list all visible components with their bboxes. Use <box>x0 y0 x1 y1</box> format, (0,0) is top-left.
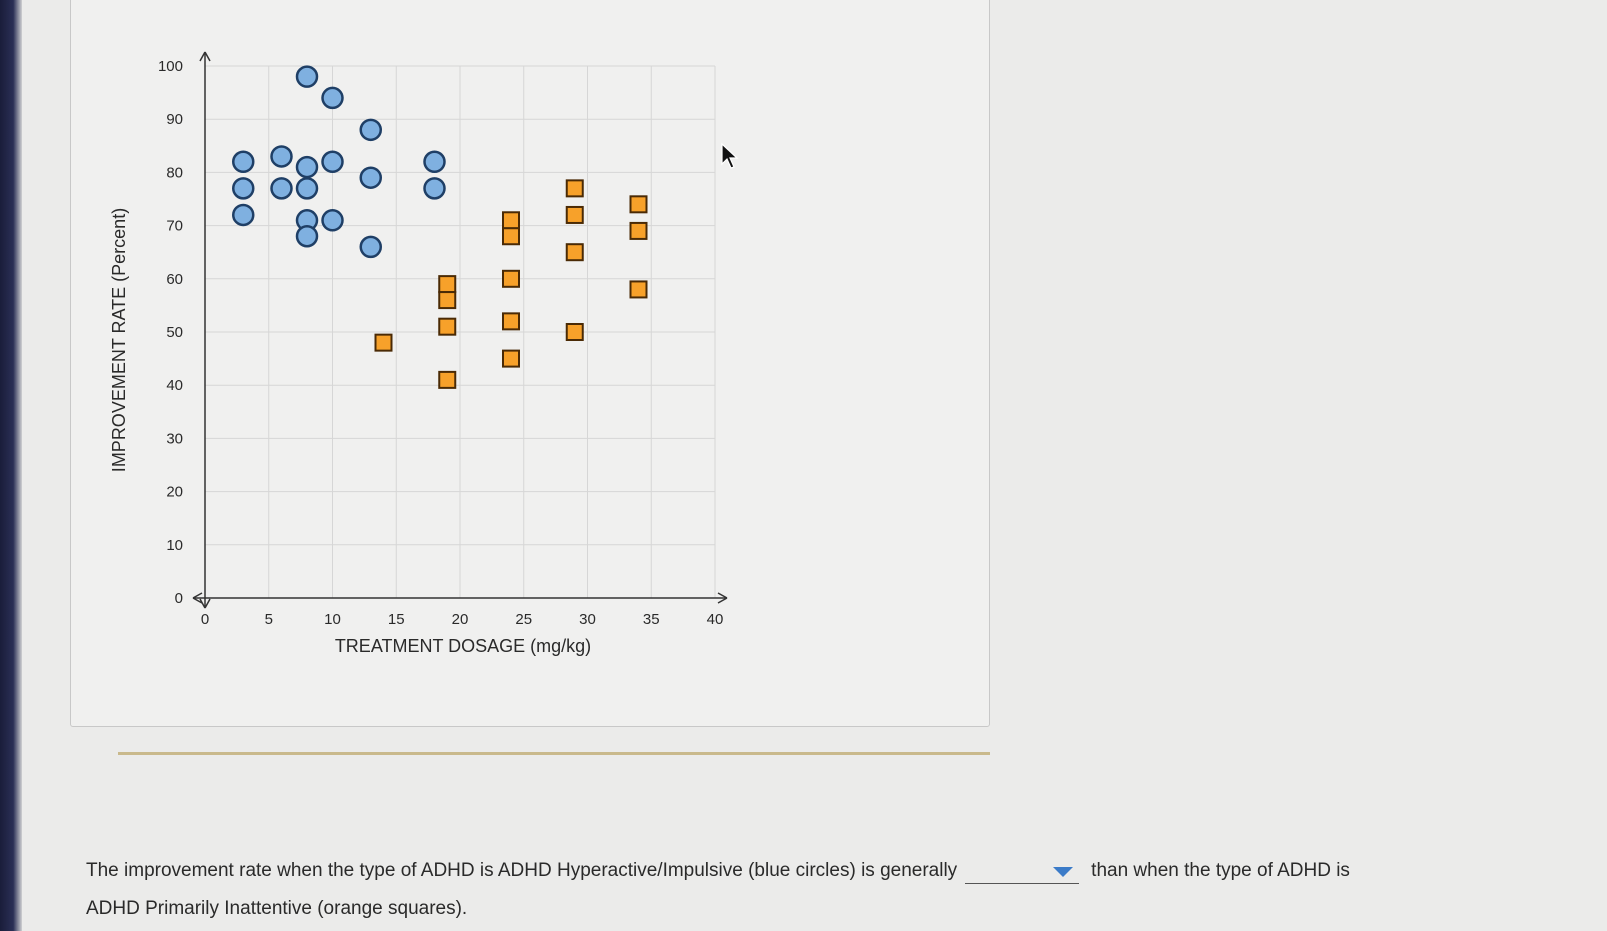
question-part-1: The improvement rate when the type of AD… <box>86 860 958 881</box>
x-tick-label: 15 <box>388 611 405 628</box>
chevron-down-icon <box>1053 866 1074 877</box>
data-point-circle <box>321 209 344 232</box>
axes <box>192 51 728 609</box>
x-axis-arrow-left-icon <box>192 592 203 604</box>
data-points <box>232 65 648 389</box>
data-point-circle <box>359 235 382 259</box>
data-point-square <box>438 317 457 336</box>
data-point-square <box>502 312 520 331</box>
data-point-square <box>629 221 648 240</box>
data-point-circle <box>295 224 319 248</box>
data-point-circle <box>359 118 382 142</box>
data-point-circle <box>359 166 382 189</box>
data-point-circle <box>295 177 319 200</box>
x-tick-labels: 0 5 10 15 20 25 30 35 40 <box>201 611 724 628</box>
y-axis-arrow-down-icon <box>199 598 211 609</box>
y-tick-label: 30 <box>166 430 183 447</box>
x-axis-arrow-icon <box>717 592 728 604</box>
comparison-dropdown[interactable] <box>965 859 1080 884</box>
grid <box>205 65 716 598</box>
data-point-square <box>565 323 584 341</box>
y-tick-label: 40 <box>166 377 183 394</box>
y-tick-label: 0 <box>175 590 183 607</box>
data-point-circle <box>321 150 344 174</box>
y-tick-labels: 0 10 20 30 40 50 60 70 80 90 100 <box>158 58 183 607</box>
data-point-square <box>438 370 457 389</box>
mouse-cursor-icon <box>721 142 739 169</box>
data-point-square <box>502 211 520 230</box>
x-tick-label: 10 <box>324 611 341 628</box>
data-point-square <box>502 269 520 288</box>
data-point-circle <box>295 65 319 88</box>
question-part-3: ADHD Primarily Inattentive (orange squar… <box>86 898 468 919</box>
window-edge <box>0 0 22 931</box>
data-point-circle <box>232 203 255 227</box>
data-point-square <box>565 205 584 224</box>
y-tick-label: 80 <box>166 164 183 181</box>
x-tick-label: 25 <box>515 611 532 628</box>
data-point-square <box>502 349 520 368</box>
y-tick-label: 60 <box>166 271 183 288</box>
data-point-circle <box>423 177 446 200</box>
x-tick-label: 40 <box>707 611 724 628</box>
data-point-circle <box>295 155 319 179</box>
y-tick-label: 70 <box>166 218 183 235</box>
y-tick-label: 20 <box>166 484 183 501</box>
data-point-square <box>629 195 648 214</box>
graph-card <box>70 0 990 727</box>
data-point-circle <box>232 177 255 200</box>
data-point-circle <box>270 145 293 168</box>
y-tick-label: 100 <box>158 58 183 75</box>
data-point-circle <box>321 86 344 110</box>
x-tick-label: 30 <box>579 611 596 628</box>
data-point-circle <box>232 150 255 174</box>
data-point-square <box>629 280 648 299</box>
x-tick-label: 20 <box>452 611 469 628</box>
question-part-2: than when the type of ADHD is <box>1091 860 1350 881</box>
data-point-square <box>502 227 520 246</box>
y-tick-label: 10 <box>166 537 183 554</box>
question-text: The improvement rate when the type of AD… <box>86 852 1546 928</box>
data-point-square <box>438 291 457 310</box>
x-axis-label: TREATMENT DOSAGE (mg/kg) <box>335 636 591 656</box>
data-point-square <box>565 243 584 262</box>
x-tick-label: 5 <box>265 611 273 628</box>
scatter-chart: 0 5 10 15 20 25 30 35 40 0102030405060708090100 … <box>109 51 728 656</box>
y-tick-label: 50 <box>166 324 183 341</box>
x-tick-label: 35 <box>643 611 660 628</box>
section-divider <box>118 752 990 755</box>
y-tick-label: 90 <box>166 111 183 128</box>
data-point-circle <box>270 177 293 200</box>
x-tick-label: 0 <box>201 611 209 628</box>
data-point-square <box>438 275 457 294</box>
y-axis-arrow-icon <box>199 51 211 62</box>
data-point-square <box>565 179 584 198</box>
data-point-circle <box>423 150 446 174</box>
y-axis-label: IMPROVEMENT RATE (Percent) <box>109 208 129 472</box>
data-point-square <box>374 333 393 352</box>
